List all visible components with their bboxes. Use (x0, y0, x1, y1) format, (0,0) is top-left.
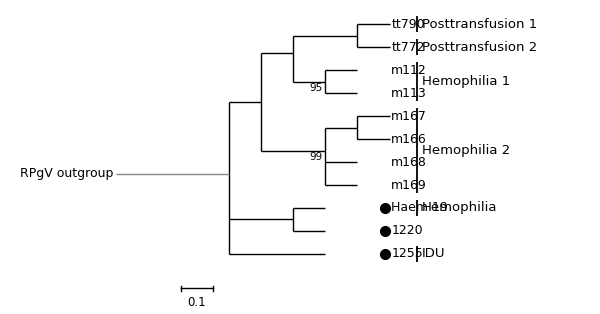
Text: Hemophilia 1: Hemophilia 1 (422, 75, 510, 88)
Text: 1220: 1220 (391, 225, 423, 237)
Text: Posttransfusion 1: Posttransfusion 1 (422, 18, 537, 31)
Text: IDU: IDU (422, 247, 445, 260)
Text: tt790: tt790 (391, 18, 425, 31)
Text: Posttransfusion 2: Posttransfusion 2 (422, 41, 537, 54)
Text: 99: 99 (310, 152, 323, 162)
Text: Hemophilia 2: Hemophilia 2 (422, 144, 510, 157)
Text: m168: m168 (391, 155, 427, 169)
Text: 95: 95 (310, 83, 323, 93)
Text: m113: m113 (391, 87, 427, 100)
Text: RPgV outgroup: RPgV outgroup (20, 167, 113, 180)
Text: m166: m166 (391, 133, 427, 146)
Text: m169: m169 (391, 179, 427, 192)
Text: 1255: 1255 (391, 247, 423, 260)
Text: m112: m112 (391, 64, 427, 77)
Text: tt772: tt772 (391, 41, 425, 54)
Text: 0.1: 0.1 (187, 296, 206, 309)
Text: Hemophilia: Hemophilia (422, 202, 497, 214)
Text: m167: m167 (391, 110, 427, 123)
Text: Haem 19: Haem 19 (391, 202, 448, 214)
